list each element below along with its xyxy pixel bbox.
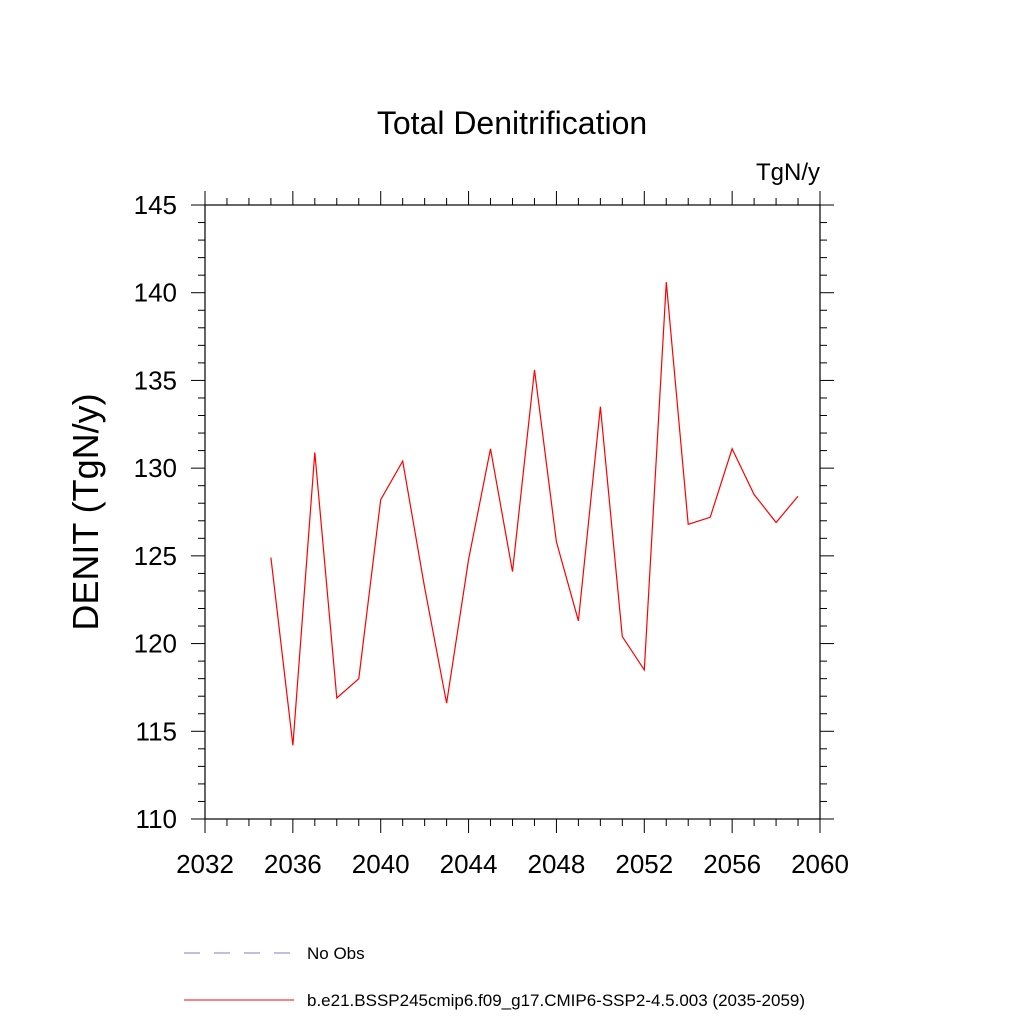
x-tick-label: 2036 bbox=[264, 849, 322, 879]
plot-frame bbox=[204, 204, 821, 820]
y-tick-label: 120 bbox=[134, 629, 177, 659]
x-tick-label: 2032 bbox=[176, 849, 234, 879]
y-tick-label: 110 bbox=[136, 804, 177, 834]
units-label: TgN/y bbox=[756, 159, 820, 186]
y-tick-label: 140 bbox=[134, 278, 177, 308]
y-tick-label: 145 bbox=[134, 190, 177, 220]
series-line bbox=[270, 282, 799, 746]
x-tick-label: 2044 bbox=[440, 849, 498, 879]
series-group bbox=[270, 282, 799, 746]
x-tick-label: 2040 bbox=[352, 849, 410, 879]
axes: 2032 2036 2040 2044 2048 2052 2056 2060 110 115 12… bbox=[134, 190, 849, 879]
x-tick-label: 2056 bbox=[703, 849, 761, 879]
y-tick-label: 135 bbox=[134, 365, 177, 395]
y-axis-label: DENIT (TgN/y) bbox=[65, 393, 106, 630]
y-tick-label: 115 bbox=[136, 716, 177, 746]
y-tick-label: 130 bbox=[134, 453, 177, 483]
chart-title: Total Denitrification bbox=[377, 105, 647, 141]
x-tick-label: 2048 bbox=[528, 849, 586, 879]
x-tick-label: 2060 bbox=[791, 849, 849, 879]
x-tick-label: 2052 bbox=[615, 849, 673, 879]
y-tick-label: 125 bbox=[134, 541, 177, 571]
legend-label-no-obs: No Obs bbox=[307, 944, 365, 963]
legend: No Obs b.e21.BSSP245cmip6.f09_g17.CMIP6-… bbox=[184, 944, 805, 1010]
legend-label-model-run: b.e21.BSSP245cmip6.f09_g17.CMIP6-SSP2-4.… bbox=[307, 991, 805, 1010]
